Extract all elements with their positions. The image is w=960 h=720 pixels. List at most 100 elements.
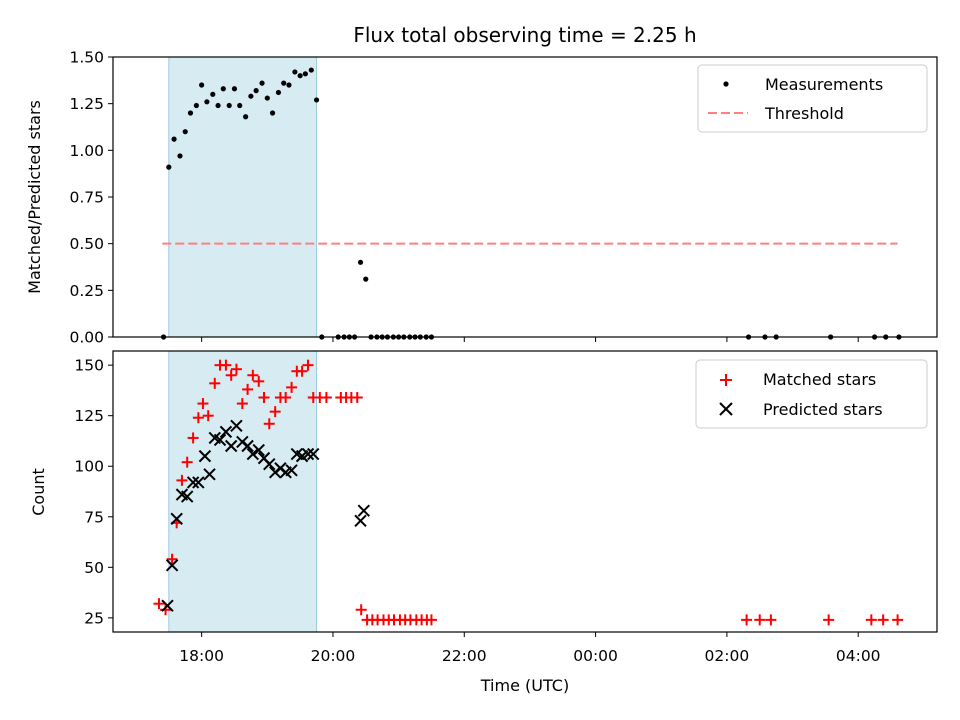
top-y-tick-label: 0.00 [69, 329, 104, 347]
top-legend: Measurements Threshold [697, 64, 928, 133]
measurement-point [259, 80, 265, 86]
matched-star-point [741, 614, 753, 626]
measurement-point [275, 89, 282, 96]
matched-star-point [187, 432, 199, 444]
matched-star-point [877, 614, 889, 626]
matched-star-point [280, 391, 292, 403]
predicted-star-point [186, 476, 200, 489]
predicted-star-stroke-b [246, 447, 260, 461]
predicted-star-point [161, 599, 174, 612]
measurement-point [204, 99, 210, 105]
predicted-star-stroke-b [186, 476, 200, 489]
bottom-y-axis-title: Count [29, 468, 48, 516]
predicted-star-point [170, 512, 183, 525]
predicted-star-stroke-b [257, 451, 271, 465]
top-panel: 0.00 0.25 0.50 0.75 1.00 1.25 1.50 Matched/Pre… [25, 49, 938, 347]
measurement-point [166, 164, 172, 170]
predicted-star-point [252, 443, 265, 457]
top-legend-box [697, 64, 928, 133]
predicted-star-point [246, 447, 260, 461]
predicted-star-point [224, 439, 238, 453]
matched-star-point [197, 398, 209, 410]
measurement-point [199, 82, 205, 88]
matched-star-point [286, 381, 298, 393]
matched-star-point [865, 614, 877, 626]
matched-star-point [181, 456, 193, 468]
predicted-star-point [213, 433, 227, 447]
matched-star-point [355, 604, 367, 616]
measurement-point [177, 153, 183, 159]
measurement-point [182, 129, 188, 135]
predicted-star-stroke-b [354, 514, 367, 528]
matched-star-point [765, 614, 777, 626]
matched-star-point [236, 398, 248, 410]
predicted-star-point [263, 458, 276, 471]
predicted-star-stroke-b [175, 488, 189, 501]
bottom-y-tick-label: 125 [74, 407, 104, 425]
predicted-star-stroke-b [180, 490, 194, 503]
bottom-y-tick-label: 100 [74, 458, 104, 476]
bottom-y-tick-label: 50 [84, 559, 104, 577]
predicted-star-stroke-b [263, 458, 276, 471]
matched-star-point [247, 369, 259, 381]
matched-star-point [225, 369, 237, 381]
predicted-stars-points [161, 419, 371, 612]
matched-star-point [166, 553, 178, 565]
top-shaded-span [168, 56, 318, 338]
legend-predicted-label: Predicted stars [763, 400, 883, 419]
bottom-y-ticks: 25 50 75 100 125 150 [74, 357, 113, 627]
top-y-ticks: 0.00 0.25 0.50 0.75 1.00 1.25 1.50 [69, 49, 113, 347]
legend-matched-label: Matched stars [763, 370, 876, 389]
predicted-star-point [198, 449, 212, 463]
measurement-point [248, 93, 254, 99]
matched-star-point [269, 406, 281, 418]
bottom-y-tick-label: 25 [84, 609, 104, 627]
predicted-star-stroke-b [208, 431, 221, 445]
predicted-star-stroke-b [165, 559, 179, 572]
bottom-legend: Matched stars Predicted stars [695, 359, 928, 429]
predicted-star-stroke-b [219, 425, 233, 439]
predicted-star-point [230, 419, 243, 433]
predicted-star-point [219, 425, 233, 439]
matched-star-point [253, 375, 265, 387]
matched-star-point [220, 359, 232, 371]
measurement-point [210, 91, 216, 97]
matched-star-point [425, 614, 437, 626]
matched-star-point [263, 418, 275, 430]
bottom-x-ticks: 18:00 20:00 22:00 00:00 02:00 04:00 [179, 632, 881, 665]
measurement-point [215, 102, 221, 109]
measurement-point [171, 136, 177, 142]
measurement-point [237, 102, 243, 109]
measurement-point [302, 71, 308, 77]
top-y-axis-title: Matched/Predicted stars [25, 100, 44, 294]
top-y-tick-label: 0.25 [69, 282, 104, 300]
x-tick-label: 02:00 [705, 647, 750, 665]
predicted-star-stroke-b [198, 449, 212, 463]
bottom-y-tick-label: 75 [84, 508, 104, 526]
predicted-star-point [241, 439, 254, 453]
matched-star-point [176, 474, 188, 486]
predicted-star-stroke-b [213, 433, 227, 447]
measurement-point [308, 67, 314, 73]
top-x-ticks [201, 337, 859, 342]
matched-star-point [160, 604, 172, 616]
matched-star-point [153, 598, 165, 610]
measurement-point [220, 86, 226, 92]
measurement-point [286, 82, 292, 88]
matched-stars-points [153, 359, 904, 626]
matched-star-point [202, 410, 214, 422]
matched-star-point [230, 363, 242, 375]
measurement-point [281, 80, 287, 86]
chart-title: Flux total observing time = 2.25 h [353, 23, 696, 47]
matched-star-point [258, 391, 270, 403]
predicted-star-point [192, 476, 205, 489]
x-tick-label: 18:00 [179, 647, 224, 665]
measurement-point [193, 102, 199, 109]
predicted-star-stroke-b [224, 439, 238, 453]
top-y-tick-label: 1.25 [69, 95, 104, 113]
predicted-star-stroke-b [170, 512, 183, 525]
matched-star-point [302, 359, 314, 371]
predicted-star-stroke-b [241, 439, 254, 453]
measurement-point [243, 114, 249, 120]
predicted-star-point [165, 559, 179, 572]
